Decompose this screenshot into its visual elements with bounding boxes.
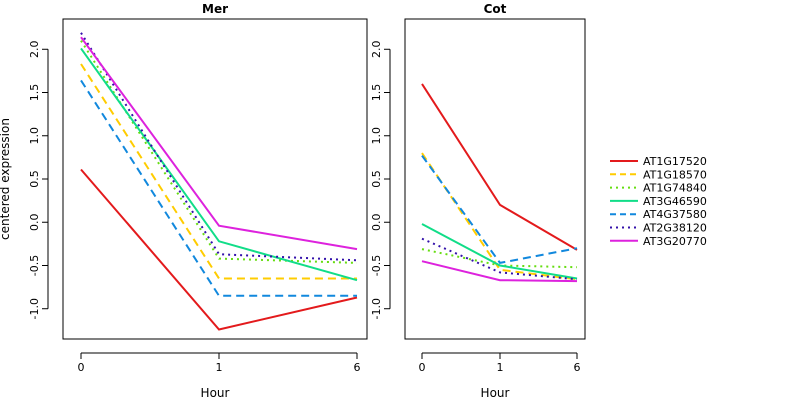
series-line-at4g37580 xyxy=(80,79,357,297)
x-axis-title: Hour xyxy=(201,386,230,400)
y-tick-label: 1.5 xyxy=(28,84,41,102)
series-line-at3g46590 xyxy=(421,223,578,280)
series-line-at1g18570 xyxy=(421,152,578,281)
x-tick-label: 6 xyxy=(354,361,361,374)
series-line-at3g46590 xyxy=(80,47,358,282)
y-axis-title: centered expression xyxy=(0,118,12,240)
series-line-at1g18570 xyxy=(80,63,357,280)
y-tick-label: 0.0 xyxy=(28,213,41,231)
legend-entry: AT3G20770 xyxy=(643,235,707,248)
y-tick-label: -0.5 xyxy=(370,255,383,276)
series-line-at3g20770 xyxy=(421,260,578,283)
plot-frame xyxy=(404,18,586,340)
y-tick-label: -0.5 xyxy=(28,255,41,276)
y-tick-label: 0.5 xyxy=(28,170,41,188)
legend-entry: AT1G18570 xyxy=(643,168,707,181)
legend-entry: AT4G37580 xyxy=(643,208,707,221)
series-line-at3g20770 xyxy=(80,36,358,251)
series-line-at4g37580 xyxy=(421,155,578,265)
y-tick-label: 0.5 xyxy=(370,170,383,188)
x-tick-label: 0 xyxy=(78,361,85,374)
x-axis-title: Hour xyxy=(481,386,510,400)
panel-title: Mer xyxy=(202,2,228,16)
y-tick-label: 1.5 xyxy=(370,84,383,102)
y-tick-label: -1.0 xyxy=(370,298,383,319)
x-tick-label: 6 xyxy=(574,361,581,374)
legend-entry: AT1G74840 xyxy=(643,182,707,195)
y-tick-label: 2.0 xyxy=(370,41,383,59)
series-line-at1g17520 xyxy=(80,168,358,331)
x-tick-label: 0 xyxy=(419,361,426,374)
legend: AT1G17520AT1G18570AT1G74840AT3G46590AT4G… xyxy=(610,155,707,248)
series-line-at1g74840 xyxy=(80,40,358,264)
y-tick-label: 1.0 xyxy=(28,127,41,145)
panel-cot: Cot -1.0 -0.5 0.0 0.5 1.0 1.5 2.0 0 1 6 Hour xyxy=(370,2,586,400)
plot-frame xyxy=(62,18,368,340)
y-tick-label: 0.0 xyxy=(370,213,383,231)
panel-mer: Mer -1.0 -0.5 0.0 0.5 1.0 1.5 2.0 0 1 6 Hour centere… xyxy=(0,2,368,400)
series-line-at1g17520 xyxy=(421,83,578,251)
series-line-at2g38120 xyxy=(421,237,578,281)
x-tick-label: 1 xyxy=(216,361,223,374)
legend-entry: AT1G17520 xyxy=(643,155,707,168)
y-tick-label: 2.0 xyxy=(28,41,41,59)
x-tick-label: 1 xyxy=(497,361,504,374)
panel-title: Cot xyxy=(484,2,507,16)
y-tick-label: 1.0 xyxy=(370,127,383,145)
y-tick-label: -1.0 xyxy=(28,298,41,319)
legend-entry: AT3G46590 xyxy=(643,195,707,208)
legend-entry: AT2G38120 xyxy=(643,222,707,235)
